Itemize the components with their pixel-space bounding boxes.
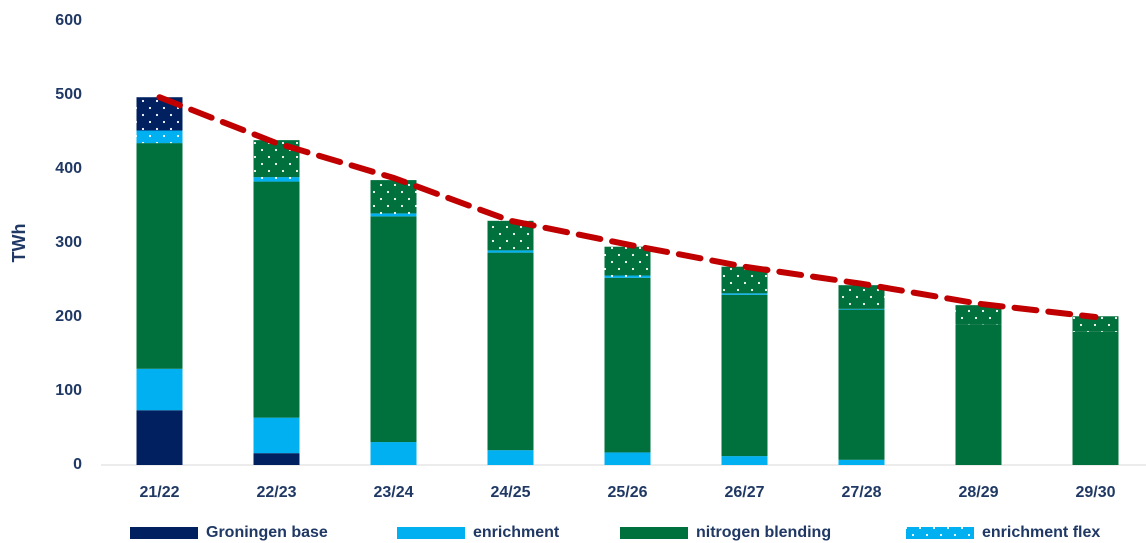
legend-label: nitrogen blending (696, 524, 831, 541)
bar-segment (721, 456, 768, 465)
y-tick-label: 0 (73, 456, 82, 473)
y-tick-label: 400 (55, 160, 82, 177)
bar-segment (1072, 316, 1119, 332)
bar-segment (253, 453, 300, 465)
bar-segment (604, 452, 651, 465)
legend-swatch (397, 527, 465, 539)
bar-segment (955, 324, 1002, 465)
bar-segment (838, 309, 885, 460)
x-tick-label: 23/24 (373, 484, 413, 501)
bar-segment (253, 181, 300, 418)
y-tick-label: 200 (55, 308, 82, 325)
x-tick-label: 21/22 (139, 484, 179, 501)
bar-segment (136, 130, 183, 144)
y-tick-label: 300 (55, 234, 82, 251)
y-tick-label: 500 (55, 86, 82, 103)
bar-segment (370, 180, 417, 214)
x-tick-label: 29/30 (1075, 484, 1115, 501)
bar-segment (838, 285, 885, 309)
bar-segment (370, 442, 417, 465)
x-tick-label: 22/23 (256, 484, 296, 501)
bar-segment (136, 368, 183, 411)
legend-label: Groningen base (206, 524, 328, 541)
bar-segment (721, 294, 768, 457)
trend-line (156, 94, 1099, 320)
bar-segment (838, 459, 885, 465)
x-tick-label: 24/25 (490, 484, 530, 501)
bar-segment (604, 277, 651, 453)
x-tick-label: 25/26 (607, 484, 647, 501)
legend-swatch (620, 527, 688, 539)
bar-segment (1072, 331, 1119, 465)
y-tick-label: 100 (55, 382, 82, 399)
legend-label: enrichment flex (982, 524, 1100, 541)
bar-segment (370, 216, 417, 443)
bar-segment (487, 250, 534, 253)
bar-segment (487, 450, 534, 465)
legend-label: enrichment (473, 524, 560, 541)
x-tick-label: 27/28 (841, 484, 881, 501)
bar-segment (721, 293, 768, 295)
bar-segment (136, 143, 183, 369)
y-tick-label: 600 (55, 12, 82, 29)
legend-swatch (906, 527, 974, 539)
bar-segment (370, 213, 417, 217)
bar-segment (955, 305, 1002, 325)
legend-swatch (130, 527, 198, 539)
bar-segment (604, 246, 651, 276)
x-tick-label: 26/27 (724, 484, 764, 501)
bar-segment (253, 417, 300, 454)
bar-segment (487, 252, 534, 451)
bar-segment (253, 177, 300, 182)
bar-segment (136, 410, 183, 465)
x-tick-label: 28/29 (958, 484, 998, 501)
bar-segment (604, 275, 651, 278)
y-axis-label: TWh (9, 224, 29, 263)
bar-segment (838, 308, 885, 310)
